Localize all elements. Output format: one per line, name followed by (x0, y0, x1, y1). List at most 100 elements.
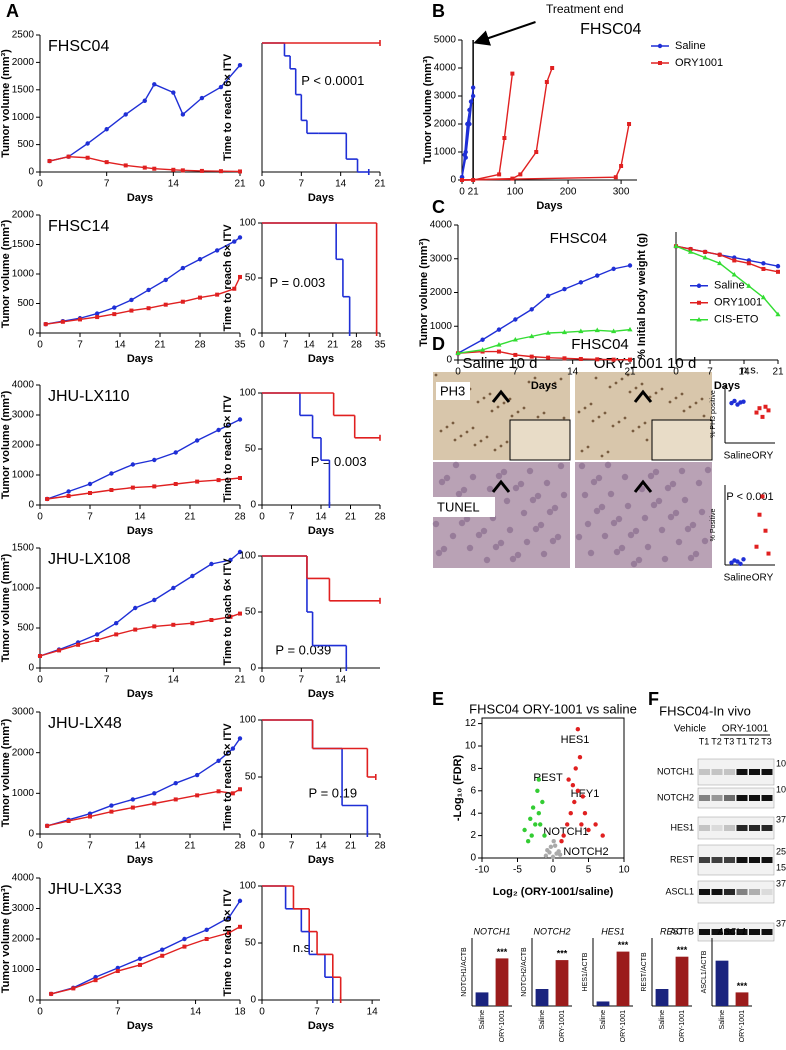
data-point (142, 165, 147, 170)
size-marker: 37 (776, 814, 786, 824)
band (699, 857, 710, 863)
data-point (66, 489, 71, 494)
data-point (194, 772, 200, 778)
cell (440, 545, 448, 553)
data-point (600, 833, 605, 838)
x-axis-label: Days (127, 525, 153, 537)
data-point (198, 295, 202, 300)
cell (668, 400, 672, 404)
cell (635, 556, 643, 564)
x-tick-label: 7 (289, 841, 295, 852)
cell (597, 415, 601, 419)
data-point (766, 408, 771, 413)
cell (449, 532, 457, 540)
band (736, 857, 748, 863)
lane-label: T1 (699, 736, 710, 746)
cell (698, 508, 706, 516)
y-tick-label: 2000 (12, 747, 35, 758)
x-tick-label: 14 (567, 367, 579, 378)
data-point (94, 632, 100, 637)
cell (661, 555, 669, 563)
x-axis-label: Days (308, 1020, 334, 1032)
data-point (627, 263, 633, 268)
cell (476, 400, 480, 404)
data-point (109, 809, 114, 814)
data-point (738, 561, 743, 567)
data-point (218, 84, 224, 90)
cell (532, 525, 540, 533)
data-point (731, 271, 737, 277)
data-point (687, 249, 694, 254)
panel-label: A (6, 1, 19, 21)
cell (674, 396, 678, 400)
cell (578, 462, 586, 470)
x-tick-label: 7 (104, 675, 110, 686)
x-tick-label: 7 (314, 1007, 320, 1018)
cell (508, 397, 512, 401)
data-point (232, 239, 237, 244)
band (711, 825, 723, 831)
data-point (550, 66, 555, 70)
cell (678, 467, 686, 475)
cell (675, 538, 683, 546)
data-point (496, 327, 502, 332)
data-point (533, 822, 538, 827)
data-point (190, 573, 195, 579)
cell (536, 415, 540, 419)
cell (631, 429, 635, 433)
cell (632, 527, 640, 535)
data-point (146, 287, 151, 293)
significance: *** (737, 981, 748, 991)
series-line (461, 101, 472, 178)
data-point (546, 355, 551, 360)
y-axis-label: % PH3 positive (710, 390, 717, 438)
y-tick-label: 0 (28, 167, 34, 178)
data-point (237, 898, 243, 904)
data-point (104, 127, 109, 132)
data-point (763, 528, 768, 533)
gene-label: HEY1 (571, 788, 600, 800)
data-point (696, 316, 702, 322)
band (749, 769, 760, 775)
cell (627, 531, 635, 539)
series-line (39, 551, 241, 657)
bar (675, 956, 689, 1006)
x-tick-label: 0 (37, 841, 43, 852)
data-point (513, 317, 518, 322)
cell (644, 543, 652, 551)
data-point (529, 833, 534, 838)
cell (624, 502, 632, 510)
data-point (545, 293, 551, 299)
significance: *** (557, 948, 568, 958)
data-point (146, 306, 151, 311)
x-tick-label: 14 (315, 512, 327, 523)
data-point (133, 627, 138, 632)
data-point (760, 414, 765, 419)
cell (495, 472, 503, 480)
category-label: Saline (724, 451, 752, 462)
cell (680, 392, 684, 396)
cell (529, 496, 537, 504)
x-tick-label: 0 (459, 187, 465, 198)
y-axis-label: -Log₁₀ (FDR) (452, 755, 464, 822)
cell (667, 513, 675, 521)
x-tick-label: 100 (507, 187, 524, 198)
cell (617, 420, 621, 424)
data-point (152, 597, 157, 603)
data-point (226, 930, 231, 935)
data-point (611, 328, 617, 334)
chart-title: FHSC04 (48, 38, 109, 55)
data-point (237, 235, 243, 240)
cell (590, 478, 598, 486)
series-line (675, 245, 779, 273)
size-marker: 100 (776, 784, 786, 794)
y-tick-label: 2000 (12, 934, 35, 945)
x-tick-label: 14 (738, 367, 750, 378)
bar (655, 989, 669, 1006)
cell (547, 385, 551, 389)
y-tick-label: 0 (250, 995, 256, 1006)
cell (434, 373, 438, 377)
blot-row-label: NOTCH1 (657, 766, 694, 776)
x-tick-label: 0 (259, 512, 265, 523)
data-point (216, 427, 221, 433)
